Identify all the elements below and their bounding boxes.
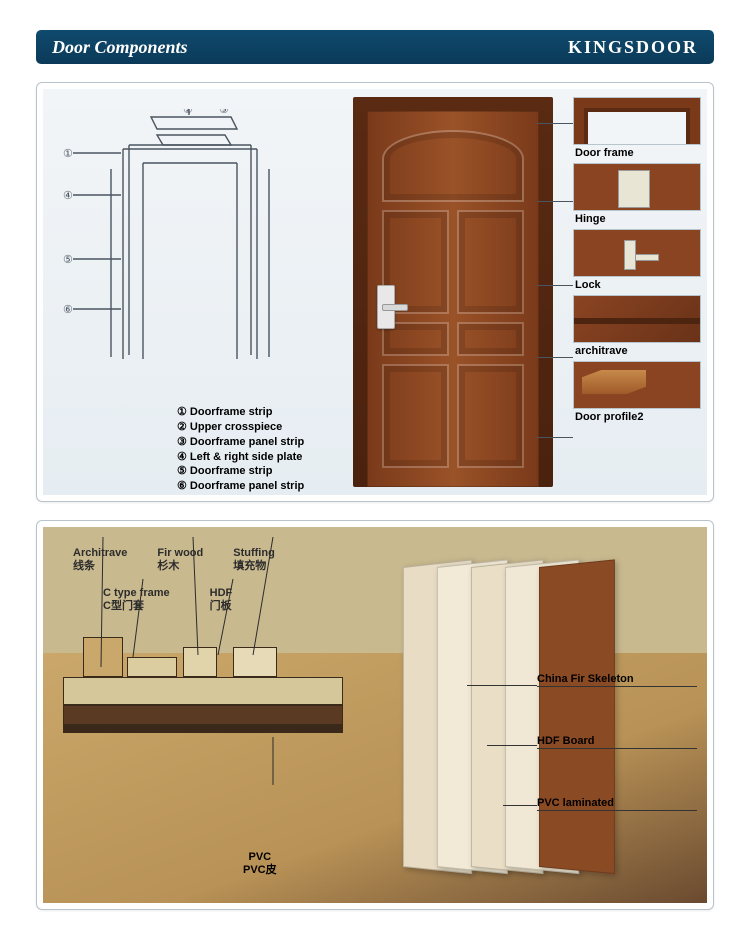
thumb-door-frame	[573, 97, 701, 145]
callout-label: Door frame	[573, 145, 701, 159]
thumb-architrave	[573, 295, 701, 343]
legend-item: ① Doorframe strip	[177, 405, 304, 420]
doorframe-schematic: ① ② ③ ④ ⑤ ⑥	[63, 109, 323, 399]
legend-item: ⑥ Doorframe panel strip	[177, 479, 304, 494]
callout-label: architrave	[573, 343, 701, 357]
callout-fir-skeleton: China Fir Skeleton	[537, 673, 697, 687]
leader-line	[537, 437, 573, 438]
callout-label: Hinge	[573, 211, 701, 225]
door-render	[353, 97, 553, 487]
schematic-legend: ① Doorframe strip ② Upper crosspiece ③ D…	[177, 405, 304, 494]
door-panel	[457, 210, 524, 314]
leader-line	[487, 745, 537, 746]
panel1-canvas: ① ② ③ ④ ⑤ ⑥ ① Doorframe strip ② Upper cr…	[43, 89, 707, 495]
svg-text:⑤: ⑤	[63, 254, 73, 266]
legend-item: ② Upper crosspiece	[177, 420, 304, 435]
callout-door-profile: Door profile2	[573, 361, 701, 423]
callout-architrave: architrave	[573, 295, 701, 357]
legend-item: ⑤ Doorframe strip	[177, 464, 304, 479]
legend-item: ③ Doorframe panel strip	[177, 435, 304, 450]
leader-line	[537, 123, 573, 124]
layer-callouts: China Fir Skeleton HDF Board PVC laminat…	[537, 673, 697, 811]
cross-section	[63, 637, 383, 787]
label-pvc: PVCPVC皮	[243, 851, 277, 877]
leader-line	[503, 805, 537, 806]
panel2-canvas: Architrave线条 Fir wood杉木 Stuffing填充物 C ty…	[43, 527, 707, 903]
section-header: Door Components KINGSDOOR	[36, 30, 714, 64]
svg-text:⑥: ⑥	[63, 304, 73, 316]
leader-line	[467, 685, 537, 686]
thumb-lock	[573, 229, 701, 277]
door-handle	[377, 285, 395, 329]
door-panel	[382, 364, 449, 468]
leader-line	[537, 201, 573, 202]
door-panel	[457, 322, 524, 356]
svg-text:②: ②	[183, 109, 193, 116]
callout-label: Lock	[573, 277, 701, 291]
svg-text:④: ④	[63, 190, 73, 202]
leader-lines	[43, 537, 403, 797]
callout-hdf-board: HDF Board	[537, 735, 697, 749]
callout-label: Door profile2	[573, 409, 701, 423]
door-panel	[457, 364, 524, 468]
leader-line	[537, 357, 573, 358]
legend-item: ④ Left & right side plate	[177, 450, 304, 465]
thumb-door-profile	[573, 361, 701, 409]
svg-text:③: ③	[219, 109, 229, 116]
thumb-hinge	[573, 163, 701, 211]
callout-pvc-laminated: PVC laminated	[537, 797, 697, 811]
callout-lock: Lock	[573, 229, 701, 291]
panel-door-components: ① ② ③ ④ ⑤ ⑥ ① Doorframe strip ② Upper cr…	[36, 82, 714, 502]
callout-door-frame: Door frame	[573, 97, 701, 159]
section-title: Door Components	[52, 37, 188, 58]
component-callouts: Door frame Hinge Lock architrave Door pr…	[573, 97, 701, 423]
callout-hinge: Hinge	[573, 163, 701, 225]
brand-logo: KINGSDOOR	[568, 37, 698, 58]
leader-line	[537, 285, 573, 286]
door-panel-arch	[382, 130, 524, 202]
panel-door-construction: Architrave线条 Fir wood杉木 Stuffing填充物 C ty…	[36, 520, 714, 910]
svg-text:①: ①	[63, 148, 73, 160]
